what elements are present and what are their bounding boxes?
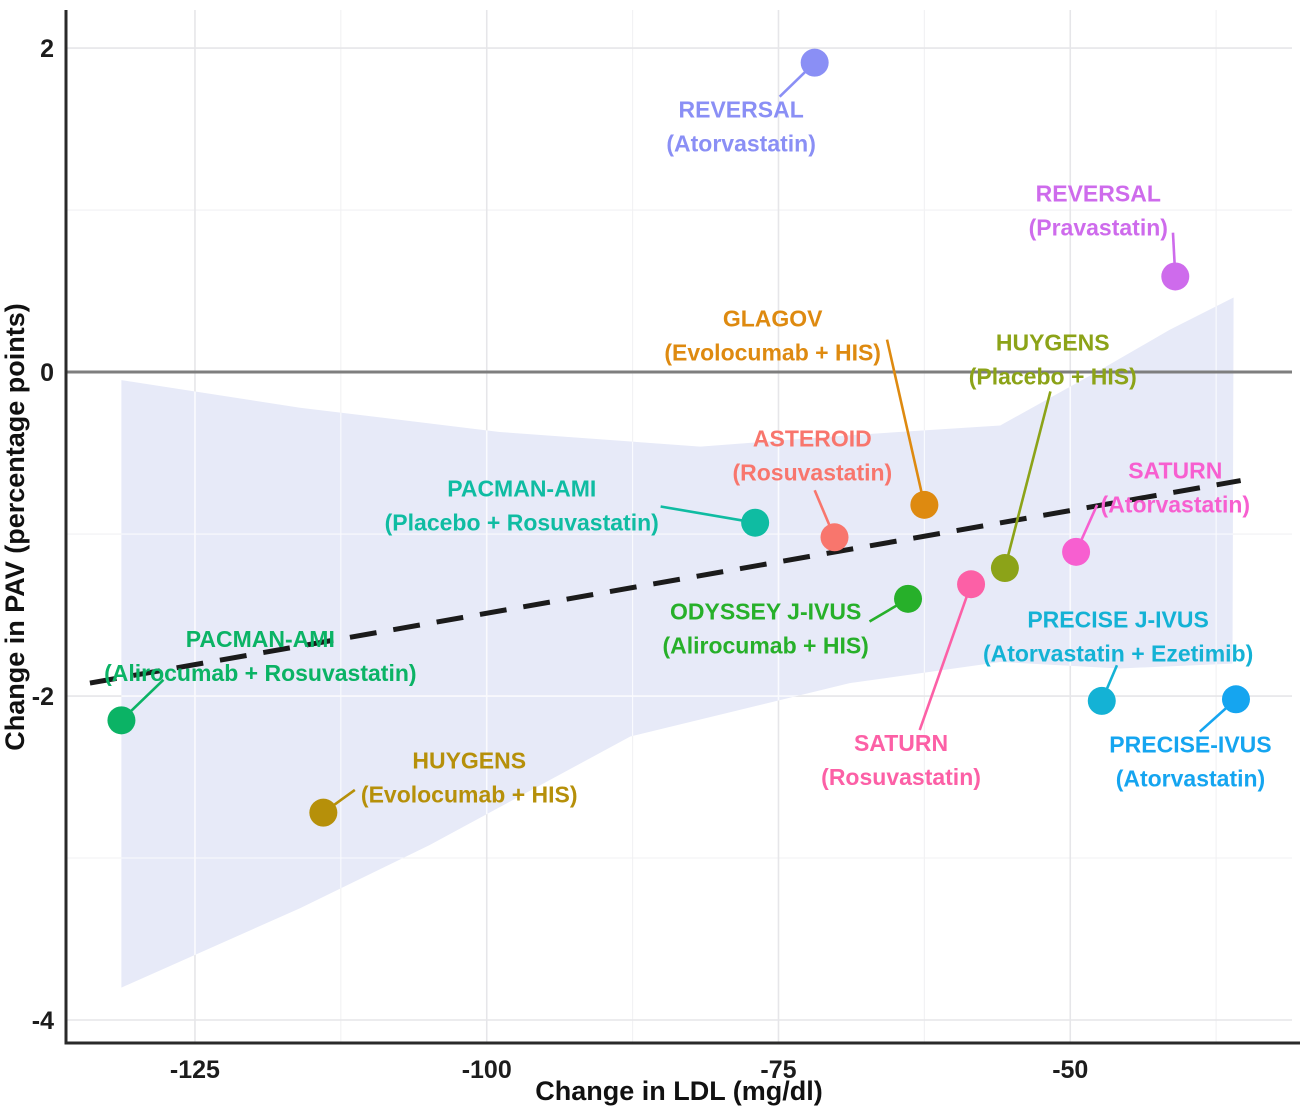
point-label-arm: (Atorvastatin + Ezetimib) [983,641,1253,667]
x-tick-label: -50 [1052,1056,1088,1084]
point-label-arm: (Atorvastatin) [1116,765,1266,791]
data-point [910,490,939,519]
point-label-trial: GLAGOV [723,305,823,331]
leader-line [1003,391,1052,569]
x-tick-label: -125 [170,1056,220,1084]
leader-line [885,339,926,506]
point-label-trial: HUYGENS [996,330,1110,356]
data-points [107,48,1250,827]
data-point [1161,262,1190,291]
data-point [894,584,923,613]
data-point [1221,685,1250,714]
point-label-arm: (Pravastatin) [1029,215,1168,241]
data-point [1087,686,1116,715]
point-label-arm: (Evolocumab + HIS) [664,339,881,365]
x-tick-label: -75 [760,1056,796,1084]
x-axis-title: Change in LDL (mg/dl) [535,1076,822,1106]
point-label-arm: (Atorvastatin) [1101,492,1251,518]
point-label-trial: PACMAN-AMI [186,626,335,652]
y-tick-label: 0 [40,359,54,387]
point-labels: REVERSAL (Atorvastatin) REVERSAL (Pravastat… [104,96,1272,807]
data-point [1062,537,1091,566]
point-label-trial: PRECISE J-IVUS [1027,607,1209,633]
point-label-arm: (Alirocumab + HIS) [662,633,868,659]
trend-line [89,478,1242,686]
point-label-arm: (Rosuvastatin) [732,459,892,485]
data-point [107,706,136,735]
data-point [957,570,986,599]
point-label-trial: PRECISE-IVUS [1109,731,1271,757]
point-label-arm: (Evolocumab + HIS) [361,782,578,808]
data-point [741,508,770,537]
y-tick-label: -4 [32,1007,54,1035]
leader-line [918,583,973,731]
point-label-arm: (Rosuvastatin) [821,764,981,790]
y-axis-title: Change in PAV (percentage points) [0,303,30,751]
point-label-trial: ASTEROID [753,425,872,451]
point-label-arm: (Placebo + HIS) [969,364,1137,390]
x-tick-label: -100 [462,1056,512,1084]
data-point [820,523,849,552]
point-label-trial: SATURN [1128,458,1222,484]
data-point [309,798,338,827]
plot-render-root: -125 -100 -75 -50 2 0 -2 -4 REVERSAL (Atorvastati… [32,10,1300,1084]
point-label-arm: (Alirocumab + Rosuvastatin) [104,660,416,686]
point-label-trial: ODYSSEY J-IVUS [670,599,861,625]
confidence-band [121,297,1234,988]
data-point [990,554,1019,583]
point-label-trial: HUYGENS [412,748,526,774]
point-label-trial: REVERSAL [1036,181,1161,207]
data-point [800,48,829,77]
point-label-trial: REVERSAL [679,96,804,122]
point-label-trial: SATURN [854,730,948,756]
y-tick-label: -2 [32,683,54,711]
y-tick-label: 2 [40,35,54,63]
point-label-trial: PACMAN-AMI [447,475,596,501]
point-label-arm: (Atorvastatin) [666,130,816,156]
leader-line [660,505,756,524]
point-label-arm: (Placebo + Rosuvastatin) [385,509,659,535]
